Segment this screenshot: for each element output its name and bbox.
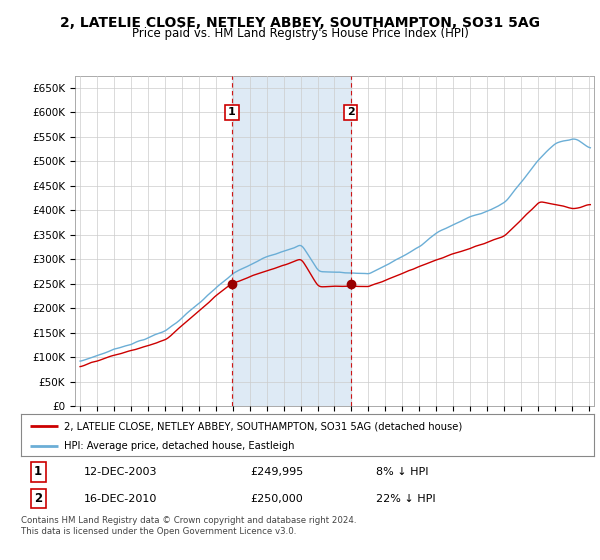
Text: £249,995: £249,995 [250,467,304,477]
Text: 1: 1 [228,108,236,117]
Text: 1: 1 [34,465,42,478]
Text: 22% ↓ HPI: 22% ↓ HPI [376,493,436,503]
Text: Contains HM Land Registry data © Crown copyright and database right 2024.
This d: Contains HM Land Registry data © Crown c… [21,516,356,536]
Bar [232,76,351,406]
Text: 2, LATELIE CLOSE, NETLEY ABBEY, SOUTHAMPTON, SO31 5AG: 2, LATELIE CLOSE, NETLEY ABBEY, SOUTHAMP… [60,16,540,30]
Text: £250,000: £250,000 [250,493,303,503]
Text: 2: 2 [34,492,42,505]
Text: 8% ↓ HPI: 8% ↓ HPI [376,467,429,477]
Text: 16-DEC-2010: 16-DEC-2010 [84,493,157,503]
Text: HPI: Average price, detached house, Eastleigh: HPI: Average price, detached house, East… [64,441,295,451]
Text: Price paid vs. HM Land Registry's House Price Index (HPI): Price paid vs. HM Land Registry's House … [131,27,469,40]
Text: 2, LATELIE CLOSE, NETLEY ABBEY, SOUTHAMPTON, SO31 5AG (detached house): 2, LATELIE CLOSE, NETLEY ABBEY, SOUTHAMP… [64,421,462,431]
Text: 12-DEC-2003: 12-DEC-2003 [84,467,158,477]
Text: 2: 2 [347,108,355,117]
